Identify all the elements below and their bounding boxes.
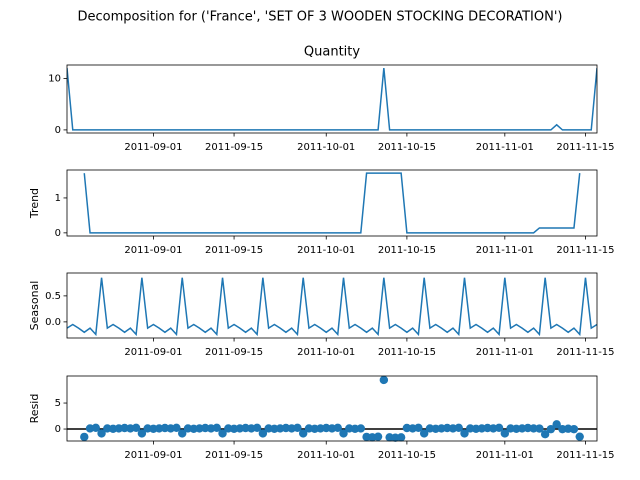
resid-point: [293, 423, 302, 432]
x-tick-label: 2011-10-15: [378, 450, 436, 461]
axes-frame: [66, 64, 598, 134]
resid-point: [373, 432, 383, 441]
x-tick-label: 2011-10-15: [378, 142, 436, 153]
axes-frame: [66, 375, 598, 442]
x-tick-label: 2011-09-01: [124, 142, 182, 153]
resid-point: [137, 429, 147, 438]
x-tick-label: 2011-11-15: [556, 347, 614, 358]
resid-point: [356, 424, 366, 433]
resid-point: [258, 429, 268, 438]
axes-frame: [66, 169, 598, 237]
x-tick-label: 2011-11-01: [476, 142, 534, 153]
resid-point: [218, 429, 227, 438]
resid-point: [454, 423, 463, 432]
x-tick-label: 2011-10-01: [297, 142, 355, 153]
x-tick-label: 2011-10-15: [378, 245, 436, 256]
resid-point: [379, 375, 389, 385]
y-axis-label: Seasonal: [28, 281, 41, 331]
y-tick-label: 1: [55, 193, 61, 204]
x-tick-label: 2011-11-01: [476, 245, 534, 256]
series-line: [67, 68, 597, 131]
x-tick-label: 2011-11-15: [556, 142, 614, 153]
resid-point: [396, 433, 406, 442]
resid-point: [178, 429, 187, 438]
x-tick-label: 2011-09-01: [124, 450, 182, 461]
resid-point: [333, 423, 342, 432]
x-tick-label: 2011-09-15: [205, 142, 263, 153]
x-tick-label: 2011-10-01: [297, 245, 355, 256]
x-tick-label: 2011-10-01: [297, 450, 355, 461]
y-tick-label: 0.0: [45, 317, 61, 328]
resid-point: [414, 423, 423, 432]
resid-point: [97, 429, 106, 438]
resid-point: [91, 423, 101, 432]
resid-point: [172, 423, 181, 432]
x-tick-label: 2011-09-01: [124, 245, 182, 256]
y-tick-label: 0: [55, 228, 61, 239]
resid-point: [131, 423, 141, 432]
x-tick-label: 2011-09-01: [124, 347, 182, 358]
x-tick-label: 2011-09-15: [205, 450, 263, 461]
x-tick-label: 2011-10-01: [297, 347, 355, 358]
resid-point: [575, 432, 584, 441]
resid-point: [569, 424, 579, 434]
y-tick-label: 10: [48, 73, 61, 84]
resid-point: [339, 429, 348, 438]
x-tick-label: 2011-09-15: [205, 347, 263, 358]
resid-point: [546, 424, 556, 434]
axes-frame: [66, 272, 598, 339]
resid-point: [298, 429, 308, 438]
x-tick-label: 2011-09-15: [205, 245, 263, 256]
resid-point: [419, 429, 429, 438]
resid-point: [252, 423, 262, 432]
series-line: [67, 277, 597, 337]
x-tick-label: 2011-11-01: [476, 450, 534, 461]
x-tick-label: 2011-11-15: [556, 245, 614, 256]
resid-point: [552, 420, 561, 429]
panel-title: Quantity: [304, 45, 360, 60]
y-tick-label: 0.5: [45, 291, 61, 302]
resid-point: [212, 423, 221, 432]
y-tick-label: 5: [55, 398, 61, 409]
resid-point: [80, 432, 89, 442]
x-tick-label: 2011-11-01: [476, 347, 534, 358]
resid-point: [540, 429, 550, 439]
series-line: [83, 172, 581, 234]
resid-point: [535, 424, 544, 433]
x-tick-label: 2011-11-15: [556, 450, 614, 461]
resid-point: [494, 423, 504, 432]
y-axis-label: Trend: [28, 188, 41, 219]
suptitle: Decomposition for ('France', 'SET OF 3 W…: [78, 10, 563, 25]
y-tick-label: 0: [55, 125, 61, 136]
y-axis-label: Resid: [28, 394, 41, 424]
resid-point: [460, 429, 469, 438]
y-tick-label: 0: [55, 424, 61, 435]
resid-point: [500, 429, 510, 438]
x-tick-label: 2011-10-15: [378, 347, 436, 358]
